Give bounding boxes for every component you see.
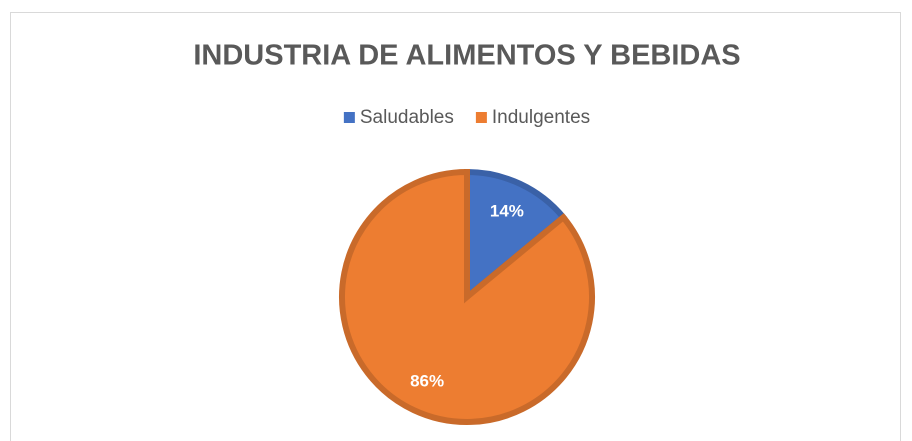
- data-label: 14%: [490, 202, 524, 221]
- legend-swatch: [475, 112, 487, 123]
- chart-title: INDUSTRIA DE ALIMENTOS Y BEBIDAS: [193, 40, 740, 72]
- legend-label: Indulgentes: [492, 107, 590, 128]
- pie-slice: [464, 168, 568, 304]
- legend-swatch: [343, 112, 355, 123]
- pie-slice: [339, 168, 595, 425]
- legend-label: Saludables: [360, 107, 454, 128]
- data-label: 86%: [410, 371, 444, 390]
